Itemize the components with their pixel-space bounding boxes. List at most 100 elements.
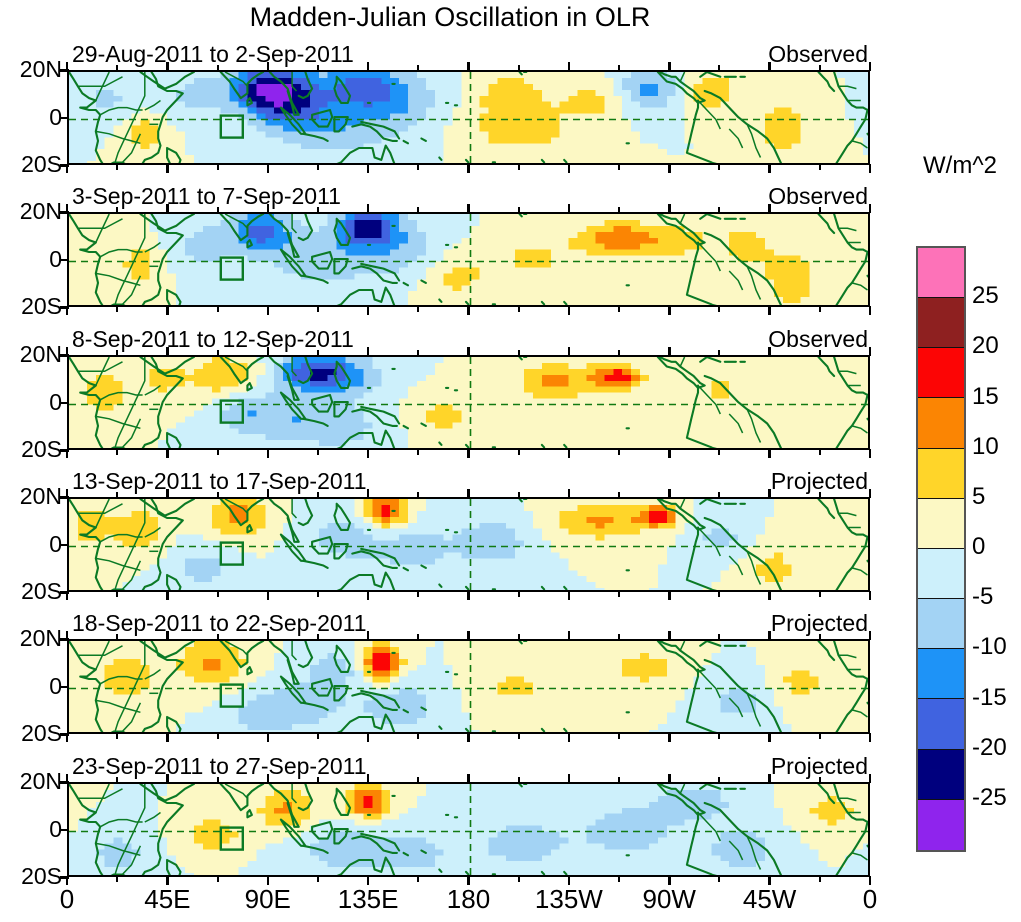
panel-frame	[67, 70, 870, 165]
y-tick-mark	[60, 591, 69, 594]
x-minor-tick-mark	[316, 876, 319, 882]
x-tick-mark	[567, 164, 571, 173]
x-tick-mark	[668, 204, 671, 213]
y-tick-mark	[60, 781, 69, 784]
x-tick-mark	[868, 733, 872, 742]
x-minor-tick-mark	[818, 449, 821, 455]
panel-date-range: 23-Sep-2011 to 27-Sep-2011	[72, 753, 367, 779]
x-minor-tick-mark	[216, 777, 219, 783]
x-tick-mark	[366, 306, 370, 315]
x-tick-mark	[467, 774, 470, 783]
x-tick-mark	[65, 164, 69, 173]
olr-anomaly-field	[69, 214, 868, 305]
y-tick-mark	[60, 164, 69, 167]
x-tick-mark	[567, 631, 571, 640]
x-minor-tick-mark	[216, 634, 219, 640]
x-tick-mark	[768, 591, 771, 600]
x-tick-mark	[266, 591, 270, 600]
x-tick-mark	[467, 204, 470, 213]
x-minor-tick-mark	[116, 777, 119, 783]
y-tick-label: 20N	[19, 768, 62, 794]
x-tick-mark	[266, 204, 270, 213]
colorbar-band	[918, 699, 964, 750]
x-minor-tick-mark	[618, 306, 621, 312]
x-tick-mark	[467, 733, 470, 742]
x-tick-label: 135W	[534, 884, 603, 914]
y-tick-mark	[60, 685, 69, 688]
olr-anomaly-field	[69, 641, 868, 732]
panel-status-label: Projected	[770, 468, 868, 494]
x-tick-mark	[166, 204, 169, 213]
x-tick-mark	[467, 489, 470, 498]
x-minor-tick-mark	[517, 492, 520, 498]
y-tick-mark	[60, 211, 69, 214]
panel-date-range: 3-Sep-2011 to 7-Sep-2011	[72, 183, 341, 209]
x-tick-mark	[668, 306, 671, 315]
x-tick-label: 0	[59, 884, 75, 914]
x-minor-tick-mark	[618, 733, 621, 739]
x-tick-mark	[567, 449, 571, 458]
x-tick-mark	[366, 489, 370, 498]
y-tick-mark	[60, 116, 69, 119]
x-tick-mark	[266, 733, 270, 742]
x-minor-tick-mark	[417, 207, 420, 213]
x-tick-mark	[366, 62, 370, 71]
x-minor-tick-mark	[316, 733, 319, 739]
olr-anomaly-field	[69, 784, 868, 875]
x-minor-tick-mark	[718, 777, 721, 783]
x-tick-mark	[166, 631, 169, 640]
x-tick-mark	[868, 774, 872, 783]
x-tick-mark	[366, 631, 370, 640]
x-minor-tick-mark	[417, 777, 420, 783]
y-tick-label: 0	[49, 103, 62, 130]
x-tick-mark	[366, 449, 370, 458]
x-minor-tick-mark	[618, 492, 621, 498]
x-tick-label: 45W	[742, 884, 797, 914]
x-tick-mark	[567, 62, 571, 71]
y-tick-mark	[60, 828, 69, 831]
y-tick-mark	[60, 733, 69, 736]
map-panel	[67, 782, 870, 877]
y-tick-label: 0	[49, 245, 62, 272]
map-panel	[67, 497, 870, 592]
x-tick-mark	[668, 489, 671, 498]
x-tick-mark	[868, 631, 872, 640]
x-minor-tick-mark	[316, 492, 319, 498]
x-minor-tick-mark	[818, 306, 821, 312]
x-minor-tick-mark	[517, 65, 520, 71]
y-tick-label: 20S	[21, 293, 62, 319]
y-tick-label: 20S	[21, 151, 62, 177]
x-tick-mark	[366, 347, 370, 356]
x-tick-mark	[266, 164, 270, 173]
panel-status-label: Projected	[770, 610, 868, 636]
x-tick-mark	[65, 489, 69, 498]
x-tick-mark	[266, 631, 270, 640]
x-minor-tick-mark	[316, 449, 319, 455]
x-tick-mark	[768, 774, 771, 783]
x-minor-tick-mark	[517, 876, 520, 882]
x-tick-mark	[567, 347, 571, 356]
x-minor-tick-mark	[216, 350, 219, 356]
x-minor-tick-mark	[818, 492, 821, 498]
x-minor-tick-mark	[316, 634, 319, 640]
x-minor-tick-mark	[618, 591, 621, 597]
x-tick-mark	[868, 347, 872, 356]
x-tick-mark	[266, 449, 270, 458]
coastlines	[69, 499, 868, 590]
x-minor-tick-mark	[417, 65, 420, 71]
y-tick-label: 20N	[19, 56, 62, 82]
x-minor-tick-mark	[417, 634, 420, 640]
y-tick-label: 20N	[19, 198, 62, 224]
map-panel	[67, 212, 870, 307]
x-tick-mark	[868, 449, 872, 458]
panel-date-range: 29-Aug-2011 to 2-Sep-2011	[72, 41, 354, 67]
x-tick-mark	[166, 62, 169, 71]
x-minor-tick-mark	[818, 591, 821, 597]
colorbar-tick-label: -10	[972, 633, 1007, 661]
coastlines	[69, 357, 868, 448]
x-tick-mark	[166, 733, 169, 742]
x-minor-tick-mark	[116, 65, 119, 71]
x-tick-label: 135E	[337, 884, 399, 914]
x-tick-mark	[366, 774, 370, 783]
